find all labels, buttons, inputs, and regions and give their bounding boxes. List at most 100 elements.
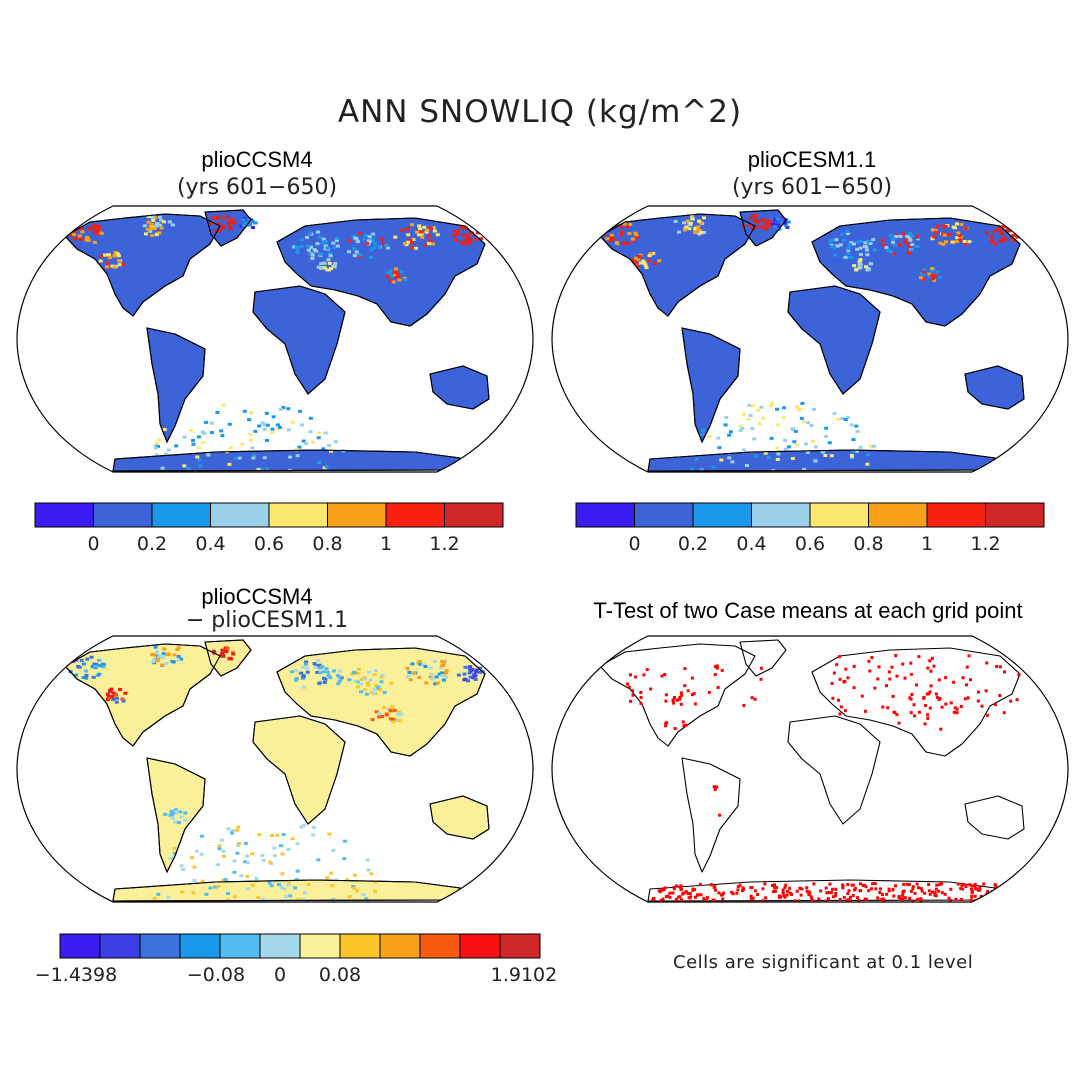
grid-cell xyxy=(894,235,899,238)
grid-cell xyxy=(328,254,333,258)
grid-cell xyxy=(248,438,253,442)
grid-cell xyxy=(92,230,97,234)
significant-cell xyxy=(750,696,754,700)
grid-cell xyxy=(372,673,377,676)
grid-cell xyxy=(177,821,181,825)
grid-cell xyxy=(230,217,235,221)
grid-cell xyxy=(152,227,157,231)
significant-cell xyxy=(639,701,643,705)
significant-cell xyxy=(931,890,935,894)
grid-cell xyxy=(183,811,188,815)
grid-cell xyxy=(229,446,233,450)
grid-cell xyxy=(199,834,204,838)
grid-cell xyxy=(209,431,214,435)
panel-b-subtitle: (yrs 601−650) xyxy=(731,175,893,200)
grid-cell xyxy=(153,444,158,448)
significant-cell xyxy=(964,697,967,701)
grid-cell xyxy=(468,665,472,669)
significant-cell xyxy=(885,684,888,688)
grid-cell xyxy=(77,234,82,238)
coastline-eurasia xyxy=(276,647,486,757)
significant-cell xyxy=(982,882,986,886)
grid-cell xyxy=(351,671,356,675)
grid-cell xyxy=(868,444,873,448)
grid-cell xyxy=(159,654,164,658)
colorbar-swatch xyxy=(59,933,101,959)
grid-cell xyxy=(306,244,310,248)
colorbar-tick-label: 0.6 xyxy=(795,533,825,555)
grid-cell xyxy=(846,249,851,253)
coastline-northAmerica xyxy=(599,213,756,317)
grid-cell xyxy=(770,222,775,226)
significant-cell xyxy=(843,709,847,713)
land-australia xyxy=(964,365,1025,410)
grid-cell xyxy=(756,408,761,412)
grid-cell xyxy=(406,233,411,237)
grid-cell xyxy=(775,423,780,427)
grid-cell xyxy=(752,214,757,217)
significant-cell xyxy=(891,888,895,892)
grid-cell xyxy=(347,250,352,254)
significant-cell xyxy=(908,896,912,900)
grid-cell xyxy=(904,241,909,245)
significant-cell xyxy=(890,665,894,669)
significant-cell xyxy=(897,895,901,898)
significant-cell xyxy=(953,706,957,710)
grid-cell xyxy=(747,223,752,227)
grid-cell xyxy=(99,254,104,258)
land-africa xyxy=(787,285,881,395)
grid-cell xyxy=(418,227,423,231)
grid-cell xyxy=(843,418,848,421)
grid-cell xyxy=(304,660,309,664)
significant-cell xyxy=(879,898,883,902)
grid-cell xyxy=(905,234,910,238)
grid-cell xyxy=(299,825,304,829)
grid-cell xyxy=(742,448,746,452)
significant-cell xyxy=(938,697,942,700)
colorbar-panel-a: 0 0.2 0.4 0.6 0.8 1 1.2 xyxy=(34,502,504,555)
significant-cell xyxy=(795,889,799,893)
colorbar-swatch xyxy=(419,933,461,959)
significant-cell xyxy=(684,723,688,727)
grid-cell xyxy=(408,678,413,682)
grid-cell xyxy=(362,237,367,241)
grid-cell xyxy=(783,221,788,225)
colorbar-swatch xyxy=(385,502,445,528)
significant-cell xyxy=(935,695,939,699)
grid-cell xyxy=(201,441,206,445)
grid-cell xyxy=(432,229,437,233)
grid-cell xyxy=(795,443,799,447)
grid-cell xyxy=(118,687,123,691)
grid-cell xyxy=(840,232,845,236)
colorbar-swatch xyxy=(985,502,1045,528)
significant-cell xyxy=(672,887,676,891)
grid-cell xyxy=(316,265,321,269)
significant-cell xyxy=(675,698,679,702)
grid-cell xyxy=(245,887,250,891)
significant-cell xyxy=(715,664,719,668)
grid-cell xyxy=(757,219,762,223)
grid-cell xyxy=(400,229,404,232)
grid-cell xyxy=(935,224,940,228)
colorbar-tick-label: 0.4 xyxy=(736,533,766,555)
significant-cell xyxy=(911,887,915,891)
colorbar-swatch xyxy=(151,502,211,528)
grid-cell xyxy=(389,681,394,685)
coastline-southAmerica xyxy=(146,327,206,444)
significant-cell xyxy=(663,886,667,890)
grid-cell xyxy=(790,457,795,460)
significant-cell xyxy=(919,899,923,902)
significant-cell xyxy=(886,706,890,710)
grid-cell xyxy=(854,268,859,272)
significant-cell xyxy=(909,889,913,893)
map-panel-b xyxy=(551,205,1069,473)
grid-cell xyxy=(967,240,972,244)
significant-cell xyxy=(679,691,683,695)
grid-cell xyxy=(622,222,627,226)
grid-cell xyxy=(150,222,155,226)
grid-cell xyxy=(955,239,960,243)
map-panel-c xyxy=(16,635,534,903)
grid-cell xyxy=(377,245,382,249)
significant-cell xyxy=(919,897,923,901)
significant-cell xyxy=(961,887,965,891)
